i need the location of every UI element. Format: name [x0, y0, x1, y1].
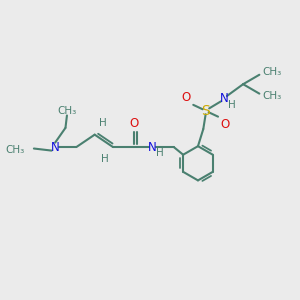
Text: O: O [130, 117, 139, 130]
Text: N: N [220, 92, 228, 105]
Text: O: O [182, 91, 191, 104]
Text: CH₃: CH₃ [262, 91, 282, 101]
Text: H: H [98, 118, 106, 128]
Text: CH₃: CH₃ [5, 145, 24, 155]
Text: H: H [228, 100, 236, 110]
Text: CH₃: CH₃ [262, 68, 282, 77]
Text: N: N [148, 140, 157, 154]
Text: S: S [201, 104, 210, 118]
Text: H: H [101, 154, 109, 164]
Text: O: O [220, 118, 230, 131]
Text: H: H [156, 148, 164, 158]
Text: CH₃: CH₃ [57, 106, 76, 116]
Text: N: N [51, 140, 59, 154]
